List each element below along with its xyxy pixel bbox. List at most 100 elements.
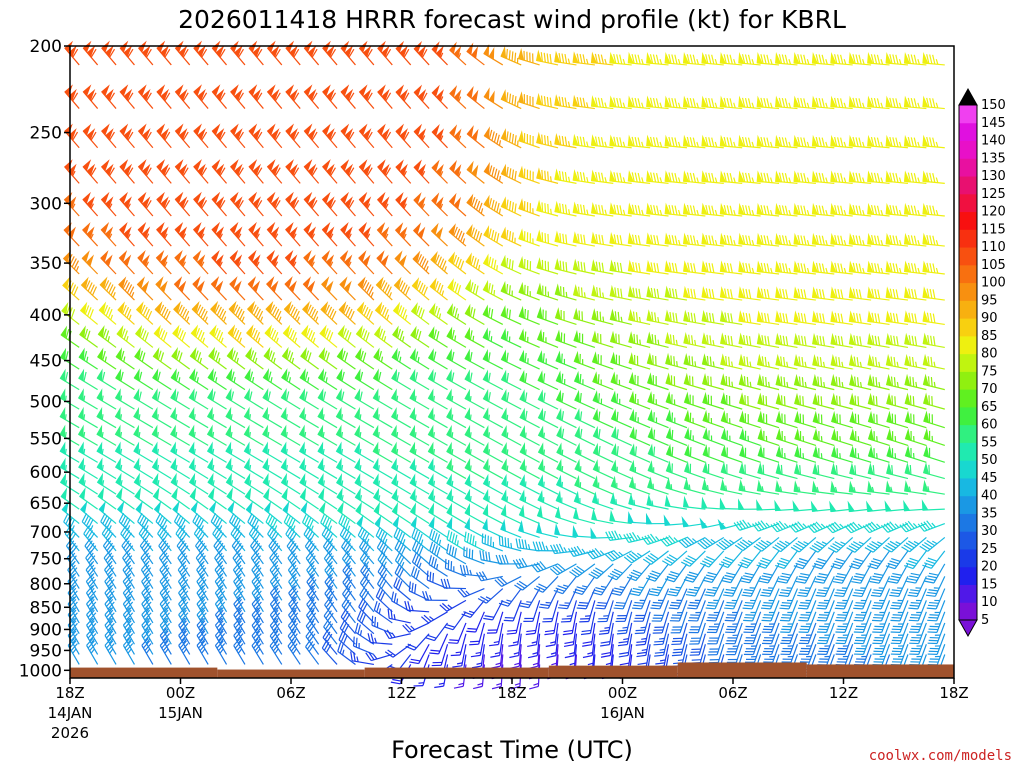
barb-full: [645, 577, 656, 582]
barb-full: [181, 308, 188, 318]
barb-flag: [537, 458, 544, 472]
barb-half: [618, 533, 623, 540]
barb-flag: [399, 45, 408, 58]
barb-flag: [590, 51, 598, 64]
barb-full: [341, 550, 349, 560]
barb-full: [490, 654, 500, 658]
barb-full: [254, 612, 262, 621]
barb-half: [418, 682, 424, 684]
barb-flag: [104, 196, 114, 209]
barb-full: [564, 204, 568, 215]
barb-flag: [555, 370, 562, 384]
barb-full: [689, 97, 694, 108]
barb-flag: [591, 308, 598, 321]
barb-full: [326, 576, 333, 585]
barb-full: [445, 623, 456, 628]
barb-full: [615, 601, 626, 604]
barb-full: [742, 607, 753, 610]
barb-half: [201, 233, 205, 239]
barb-flag: [252, 88, 262, 102]
barb-full: [705, 172, 709, 182]
barb-full: [671, 235, 675, 245]
barb-full: [83, 525, 90, 535]
barb-half: [733, 141, 736, 148]
barb-full: [325, 644, 332, 653]
barb-full: [345, 555, 352, 564]
barb-full: [674, 172, 678, 183]
barb-full: [103, 305, 109, 315]
barb-half: [356, 656, 359, 662]
barb-full: [326, 330, 331, 340]
barb-full: [269, 517, 276, 527]
wind-barbs-layer: [59, 40, 946, 690]
barb-flag: [646, 352, 653, 366]
barb-half: [254, 357, 258, 364]
barb-staff: [428, 611, 448, 624]
barb-half: [751, 177, 755, 183]
barb-full: [475, 259, 480, 269]
barb-full: [391, 591, 395, 602]
barb-full: [524, 308, 526, 319]
barb-flag: [590, 169, 598, 182]
barb-full: [249, 391, 253, 401]
barb-full: [311, 167, 318, 177]
barb-full: [107, 612, 115, 621]
barb-flag: [152, 487, 160, 501]
barb-full: [287, 628, 295, 637]
barb-full: [238, 92, 244, 102]
barb-full: [429, 652, 439, 655]
barb-half: [440, 96, 444, 102]
barb-flag: [574, 458, 581, 472]
barb-full: [722, 577, 733, 581]
barb-full: [289, 564, 297, 573]
barb-full: [439, 258, 445, 268]
barb-full: [104, 617, 112, 626]
barb-full: [159, 627, 168, 636]
barb-full: [600, 98, 604, 108]
barb-staff: [698, 633, 706, 656]
barb-full: [216, 542, 224, 552]
barb-full: [741, 172, 746, 182]
barb-full: [377, 589, 383, 600]
barb-flag: [399, 226, 408, 240]
barb-half: [220, 337, 224, 344]
barb-half: [341, 431, 344, 438]
barb-full: [681, 561, 691, 567]
barb-flag: [78, 388, 84, 402]
barb-flag: [298, 406, 305, 420]
barb-flag: [719, 497, 727, 510]
barb-staff: [681, 644, 688, 666]
barb-full: [293, 167, 300, 177]
barb-half: [641, 637, 647, 640]
barb-half: [201, 638, 206, 644]
barb-full: [531, 564, 539, 573]
barb-full: [648, 593, 659, 597]
barb-half: [267, 464, 270, 471]
barb-flag: [233, 163, 243, 176]
barb-flag: [391, 473, 397, 487]
barb-flag: [701, 478, 708, 491]
barb-half: [219, 584, 224, 590]
barb-half: [622, 58, 626, 65]
barb-flag: [446, 348, 452, 362]
barb-half: [451, 395, 454, 402]
barb-full: [410, 658, 421, 662]
barb-staff: [654, 563, 670, 582]
barb-full: [198, 630, 206, 639]
barb-half: [498, 140, 502, 146]
barb-half: [377, 431, 380, 438]
barb-flag: [119, 40, 129, 53]
barb-half: [72, 203, 76, 209]
barb-flag: [192, 221, 202, 235]
barb-flag: [682, 52, 690, 64]
barb-half: [403, 233, 407, 240]
barb-flag: [519, 474, 526, 488]
barb-flag: [471, 128, 479, 142]
barb-full: [309, 532, 316, 542]
barb-half: [366, 538, 370, 545]
barb-full: [549, 53, 552, 64]
barb-staff: [196, 614, 209, 635]
barb-half: [638, 316, 641, 323]
barb-flag: [262, 368, 270, 382]
barb-half: [120, 480, 123, 486]
